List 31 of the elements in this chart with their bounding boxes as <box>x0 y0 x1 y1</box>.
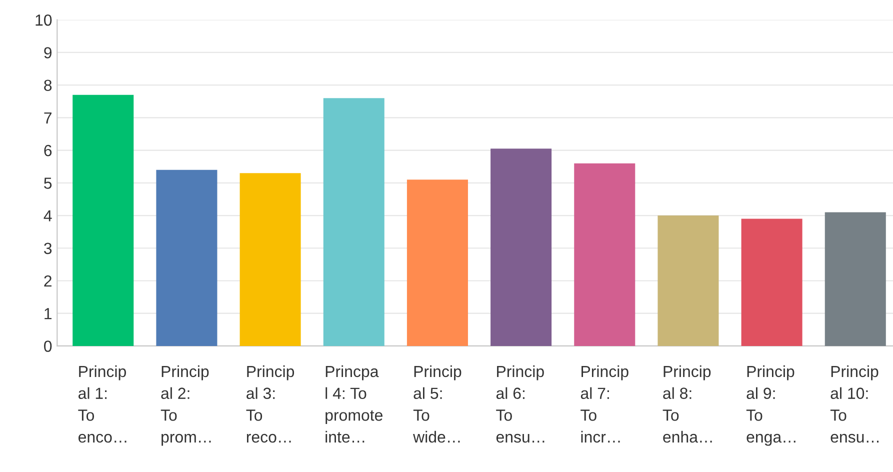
x-tick-label: Princip al 9: To enga… <box>746 365 796 446</box>
bar <box>323 98 384 346</box>
bar <box>574 163 636 346</box>
y-tick-label: 10 <box>36 14 52 26</box>
bar <box>741 218 802 346</box>
x-tick-label: Princip al 6: To ensu… <box>496 365 544 443</box>
y-tick-label: 2 <box>44 275 52 287</box>
y-tick-label: 7 <box>44 112 52 124</box>
y-tick-label: 9 <box>44 47 52 58</box>
y-tick-label: 6 <box>44 144 52 156</box>
x-tick-label: Princpa l 4: To promote inte… <box>326 365 382 443</box>
bar <box>240 173 301 346</box>
bar <box>156 170 218 346</box>
bar <box>72 94 134 346</box>
bar <box>490 148 552 346</box>
bar <box>658 216 719 346</box>
x-tick-label: Princip al 2: To prom… <box>160 365 211 446</box>
y-tick-label: 4 <box>44 210 52 222</box>
y-tick-label: 1 <box>44 308 52 320</box>
y-tick-label: 3 <box>44 242 52 254</box>
x-tick-label: Princip al 5: To wide… <box>413 365 462 443</box>
y-tick-label: 8 <box>44 80 52 91</box>
bar <box>406 180 468 346</box>
x-tick-label: Princip al 8: To enha… <box>662 365 712 443</box>
x-tick-label: Princip al 7: To incr… <box>580 365 628 443</box>
x-tick-label: Princip al 3: To reco… <box>246 365 294 443</box>
y-tick-label: 0 <box>44 340 52 352</box>
x-tick-label: Princip al 10: To ensu… <box>830 365 879 443</box>
x-tick-label: Princip al 1: To enco… <box>78 365 126 443</box>
bar <box>824 212 886 346</box>
y-tick-label: 5 <box>44 178 52 189</box>
